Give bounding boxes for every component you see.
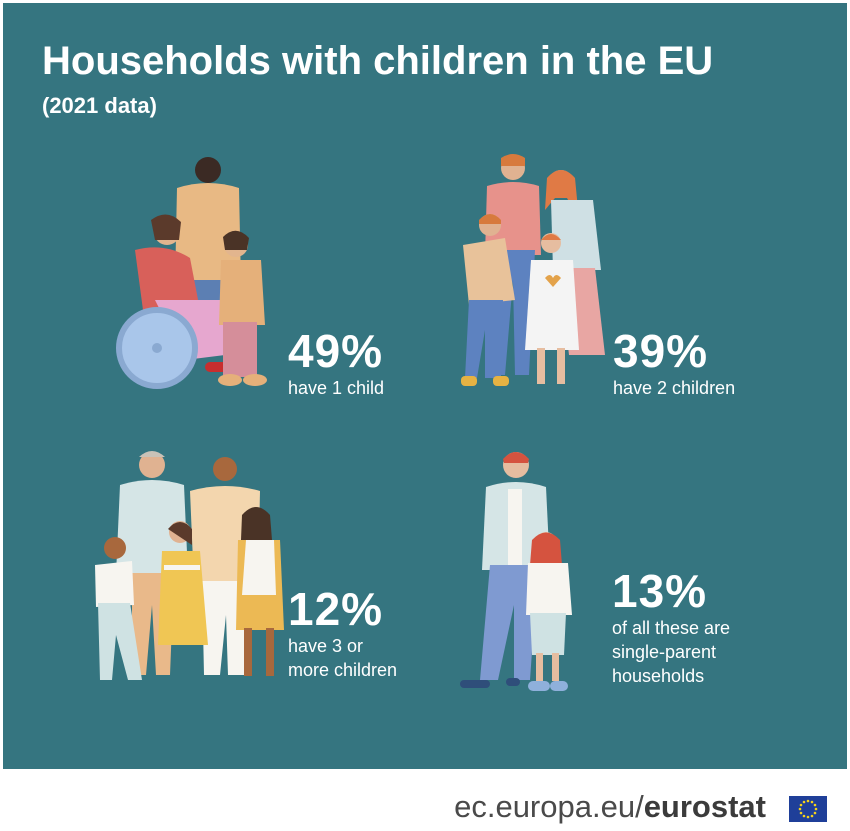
stat-percent: 12% xyxy=(288,583,384,635)
stat-three-or-more-children: 12% have 3 or more children xyxy=(288,584,397,682)
page-subtitle: (2021 data) xyxy=(42,93,157,118)
stat-description-line-2: single-parent xyxy=(612,642,717,662)
single-parent-illustration xyxy=(460,452,572,691)
stat-percent: 39% xyxy=(613,325,709,377)
stat-percent: 49% xyxy=(288,325,384,377)
stat-two-children: 39% have 2 children xyxy=(613,326,735,400)
footer-domain: ec.europa.eu/ xyxy=(454,789,644,824)
stat-description-line-2: more children xyxy=(288,660,398,680)
footer-source[interactable]: ec.europa.eu/eurostat xyxy=(454,789,766,825)
stat-description-line-1: have 3 or xyxy=(288,636,364,656)
page-title: Households with children in the EU xyxy=(42,39,714,83)
stat-description-line-1: of all these are xyxy=(612,618,731,638)
stat-description-line-3: households xyxy=(612,666,705,686)
family-two-children-illustration xyxy=(461,154,605,386)
family-three-children-illustration xyxy=(95,451,284,680)
stat-single-parent: 13% of all these are single-parent house… xyxy=(612,566,730,688)
eu-flag-icon xyxy=(789,796,827,822)
stat-one-child: 49% have 1 child xyxy=(288,326,384,400)
stat-percent: 13% xyxy=(612,565,708,617)
stat-description: have 1 child xyxy=(288,378,385,398)
footer-brand: eurostat xyxy=(643,789,766,824)
stat-description: have 2 children xyxy=(613,378,736,398)
family-one-child-illustration xyxy=(116,157,267,389)
